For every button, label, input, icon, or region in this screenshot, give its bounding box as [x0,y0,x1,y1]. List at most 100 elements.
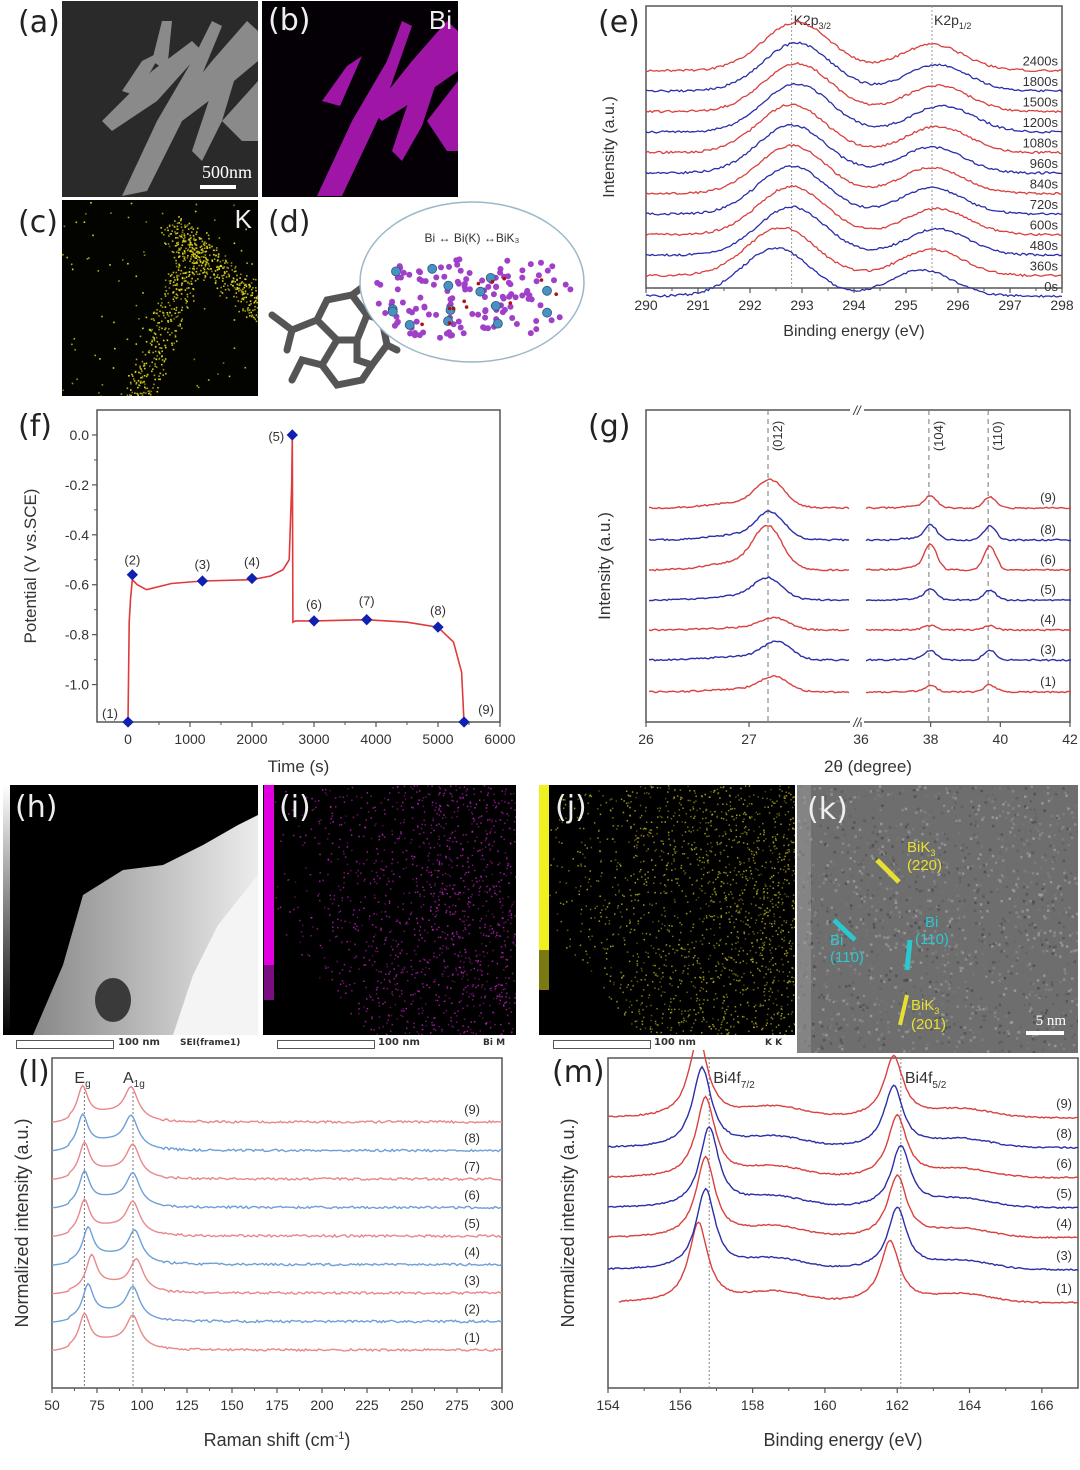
signal-dot [428,986,431,989]
signal-dot [751,957,753,959]
signal-dot [389,981,391,983]
grain [991,793,995,797]
signal-dot [707,862,709,864]
signal-dot [663,964,665,966]
signal-dot [627,984,630,986]
k-signal-dot [242,298,245,301]
k-signal-dot [177,249,180,252]
signal-dot [665,965,667,967]
grain [899,898,902,901]
signal-dot [558,841,560,843]
signal-dot [357,869,359,872]
signal-dot [386,1022,388,1024]
k-signal-dot [206,245,208,248]
signal-dot [510,905,513,908]
signal-dot [502,1004,505,1006]
signal-dot [359,901,362,903]
grain [874,918,877,921]
grain [820,898,824,901]
signal-dot [471,813,474,815]
grain [955,919,958,923]
signal-dot [764,866,766,869]
grain [873,825,877,828]
k-signal-dot [208,265,211,267]
signal-dot [341,969,344,971]
signal-dot [698,1003,701,1006]
k-signal-dot [189,267,191,270]
signal-dot [694,815,696,818]
k-signal-dot [173,296,176,298]
signal-dot [562,799,564,801]
k-signal-dot [181,241,184,243]
signal-dot [781,994,783,996]
grain [959,847,963,850]
signal-dot [499,935,502,937]
signal-dot [505,788,507,791]
signal-dot [770,988,772,991]
grain [894,986,897,989]
signal-dot [778,853,781,855]
grain [912,1010,915,1013]
grain [974,820,978,824]
signal-dot [464,927,466,929]
series-line [645,226,1063,278]
grain [1052,949,1056,952]
signal-dot [761,917,764,920]
signal-dot [667,852,669,855]
signal-dot [609,799,611,801]
signal-dot [783,844,785,847]
grain [995,816,998,820]
grain [1025,996,1029,999]
k-signal-dot [170,318,172,321]
grain [1059,955,1062,958]
signal-dot [588,936,590,938]
grain [993,1052,996,1053]
signal-dot [434,883,436,885]
signal-dot [790,799,792,801]
signal-dot [465,951,467,953]
signal-dot [696,960,698,962]
signal-dot [317,895,319,897]
bi-atom [457,324,464,331]
signal-dot [684,831,687,833]
signal-dot [422,918,424,921]
signal-dot [636,960,638,962]
grain [1075,882,1078,885]
signal-dot [769,939,772,942]
bi-atom [457,267,464,274]
grain [848,984,851,988]
k-atom [492,318,503,329]
grain [1070,1024,1073,1027]
k-signal-dot [88,257,90,259]
k-signal-dot [165,372,167,375]
signal-dot [439,891,441,893]
grain [960,1036,963,1039]
signal-dot [794,872,795,875]
k-signal-dot [142,327,144,330]
signal-dot [674,1008,676,1011]
signal-dot [769,877,772,880]
signal-dot [599,850,601,852]
grain [892,870,895,873]
grain [942,994,945,997]
data-point-label: (5) [268,429,284,444]
k-signal-dot [158,343,160,346]
grain [1025,902,1028,905]
signal-dot [428,859,430,862]
signal-dot [430,824,432,826]
signal-dot [448,840,450,842]
grain [849,800,853,803]
signal-dot [505,946,507,948]
signal-dot [666,929,669,931]
signal-dot [431,785,433,787]
signal-dot [668,930,670,933]
signal-dot [721,1007,724,1009]
k-signal-dot [183,250,186,252]
k-signal-dot [156,309,158,311]
k-signal-dot [128,375,130,377]
signal-dot [445,855,447,858]
signal-dot [410,1003,413,1005]
k-signal-dot [179,248,181,251]
signal-dot [728,918,731,920]
signal-dot [728,976,730,978]
